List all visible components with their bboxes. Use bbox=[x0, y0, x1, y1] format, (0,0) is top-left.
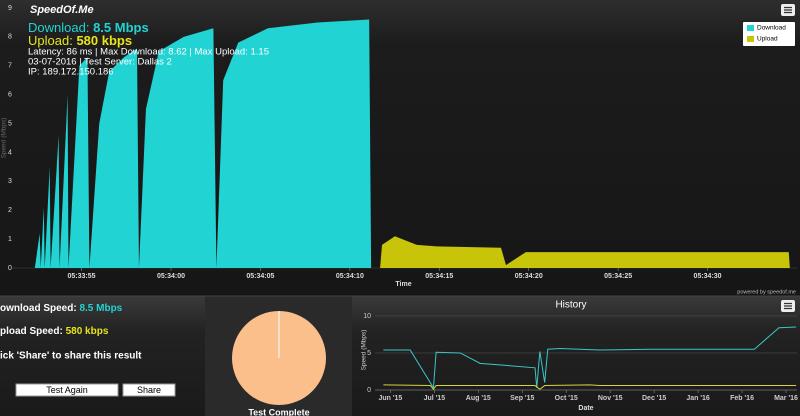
x-tick-label: Mar '16 bbox=[774, 395, 798, 402]
legend-swatch bbox=[747, 36, 754, 42]
detail-line: Latency: 86 ms | Max Download: 8.62 | Ma… bbox=[28, 47, 269, 58]
credit: powered by speedof.me bbox=[737, 289, 796, 295]
detail-line: IP: 189.172.150.186 bbox=[28, 67, 114, 78]
x-tick-label: Oct '15 bbox=[555, 395, 578, 402]
x-tick-label: 05:34:25 bbox=[604, 273, 632, 280]
button[interactable] bbox=[122, 383, 176, 397]
test-again-button[interactable]: Test Again bbox=[15, 383, 119, 397]
button-label[interactable]: Test Again bbox=[46, 385, 88, 395]
x-tick-label: Sep '15 bbox=[510, 395, 534, 402]
x-tick-label: Jun '15 bbox=[378, 395, 402, 402]
y-tick-label: 9 bbox=[8, 5, 12, 12]
x-tick-label: Jul '15 bbox=[424, 395, 446, 402]
y-axis-label: Speed (Mbps) bbox=[361, 330, 368, 371]
download-summary: Download: 8.5 Mbps bbox=[28, 20, 149, 35]
x-tick-label: 05:34:30 bbox=[694, 273, 722, 280]
label: Upload: bbox=[28, 33, 73, 48]
progress-status: Test Complete bbox=[248, 407, 309, 416]
y-tick-label: 1 bbox=[8, 236, 12, 243]
x-tick-label: 05:34:10 bbox=[336, 273, 364, 280]
label: pload Speed: bbox=[0, 326, 63, 337]
x-tick-label: Feb '16 bbox=[730, 395, 754, 402]
line-series bbox=[383, 384, 797, 391]
area-series bbox=[34, 19, 372, 268]
chart-title: History bbox=[555, 300, 586, 311]
share-hint: ick 'Share' to share this result bbox=[0, 351, 142, 362]
y-tick-label: 8 bbox=[8, 34, 12, 41]
y-tick-label: 10 bbox=[363, 313, 371, 320]
x-tick-label: 05:34:15 bbox=[425, 273, 453, 280]
menu-lines bbox=[784, 6, 792, 14]
y-tick-label: 0 bbox=[367, 387, 371, 394]
charts: 0 1 2 3 4 5 6 7 8 9 05:33:55 05:34:00 05:34:05 05:34:… bbox=[1, 5, 798, 412]
x-axis-label: Time bbox=[395, 281, 411, 288]
button-label[interactable]: Share bbox=[137, 385, 161, 395]
y-tick-label: 7 bbox=[8, 63, 12, 70]
x-tick-label: Jan '16 bbox=[686, 395, 710, 402]
y-tick-label: 4 bbox=[8, 149, 12, 156]
y-tick-label: 0 bbox=[8, 265, 12, 272]
value: 8.5 Mbps bbox=[93, 20, 149, 35]
upload-result: pload Speed: 580 kbps bbox=[0, 326, 109, 337]
y-tick-label: 3 bbox=[8, 178, 12, 185]
x-tick-label: Dec '15 bbox=[642, 395, 666, 402]
x-axis-label: Date bbox=[578, 405, 593, 412]
legend-swatch bbox=[747, 25, 754, 31]
x-tick-label: Aug '15 bbox=[466, 395, 491, 402]
value: 8.5 Mbps bbox=[79, 303, 122, 314]
x-tick-label: 05:34:05 bbox=[246, 273, 274, 280]
button[interactable] bbox=[15, 383, 119, 397]
upload-summary: Upload: 580 kbps bbox=[28, 33, 132, 48]
legend-label: Upload bbox=[757, 36, 778, 43]
x-tick-label: 05:34:00 bbox=[157, 273, 185, 280]
line-series bbox=[383, 326, 797, 390]
value: 580 kbps bbox=[66, 326, 109, 337]
download-result: ownload Speed: 8.5 Mbps bbox=[0, 303, 123, 314]
share-button[interactable]: Share bbox=[122, 383, 176, 397]
y-tick-label: 5 bbox=[8, 120, 12, 127]
menu-lines bbox=[784, 302, 792, 310]
value: 580 kbps bbox=[76, 33, 132, 48]
label: Download: bbox=[28, 20, 89, 35]
y-axis-label: Speed (Mbps) bbox=[1, 118, 8, 159]
label: ownload Speed: bbox=[0, 303, 77, 314]
menu-button[interactable] bbox=[781, 4, 795, 16]
legend-label: Download bbox=[757, 25, 786, 32]
legend-box bbox=[743, 22, 795, 46]
history-menu-button[interactable] bbox=[781, 300, 795, 312]
y-tick-label: 2 bbox=[8, 207, 12, 214]
y-tick-label: 5 bbox=[367, 350, 371, 357]
x-tick-label: 05:33:55 bbox=[68, 273, 96, 280]
y-tick-label: 6 bbox=[8, 92, 12, 99]
x-tick-label: Nov '15 bbox=[598, 395, 623, 402]
x-tick-label: 05:34:20 bbox=[515, 273, 543, 280]
area-series bbox=[380, 236, 790, 268]
detail-line: 03-07-2016 | Test Server: Dallas 2 bbox=[28, 57, 172, 68]
app-title: SpeedOf.Me bbox=[30, 4, 94, 16]
